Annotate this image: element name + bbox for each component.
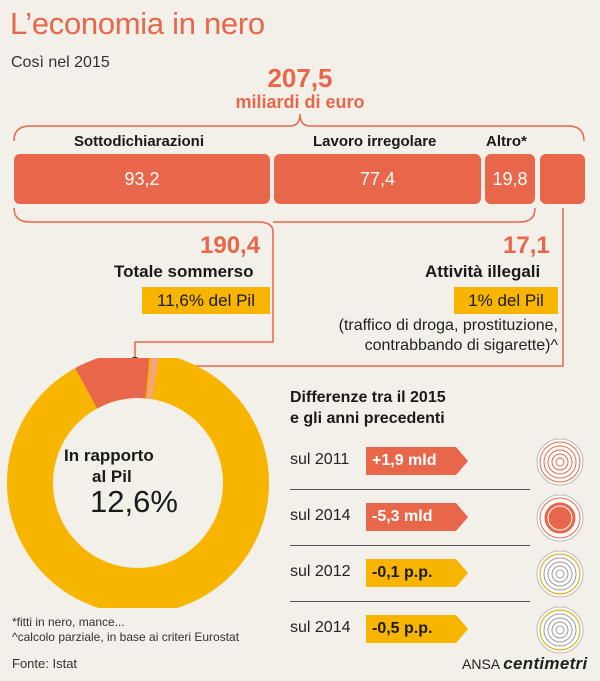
diff-row-value: -0,1 p.p. <box>372 564 433 581</box>
sommerso-brace-right <box>273 207 536 223</box>
illegali-value: 17,1 <box>503 232 550 259</box>
bar-altro: 19,8 <box>485 154 535 204</box>
row-divider <box>290 489 530 490</box>
brand-ansa: ANSA <box>462 656 500 672</box>
donut-chart <box>7 358 269 608</box>
illegali-label: Attività illegali <box>425 262 541 281</box>
diff-row-value: +1,9 mld <box>372 452 437 469</box>
diff-row-value: -0,5 p.p. <box>372 620 433 637</box>
row-divider <box>290 601 530 602</box>
bar-value-sotto: 93,2 <box>124 168 160 189</box>
target-rings-icon <box>536 606 584 654</box>
diff-row-tag-shape <box>366 447 468 475</box>
differences-title-line1: Differenze tra il 2015 <box>290 389 446 406</box>
sotto-label: Sottodichiarazioni <box>74 133 205 150</box>
donut-label-line2: al Pil <box>92 467 132 486</box>
lavoro-label: Lavoro irregolare <box>313 133 437 150</box>
donut-label-line1: In rapporto <box>64 446 154 465</box>
diff-row-value: -5,3 mld <box>372 508 433 525</box>
sommerso-value: 190,4 <box>200 232 261 259</box>
diff-row-label: sul 2011 <box>290 451 350 468</box>
total-unit: miliardi di euro <box>235 92 365 112</box>
target-rings-icon <box>536 438 584 486</box>
total-brace <box>13 113 585 142</box>
page-subtitle: Così nel 2015 <box>11 54 110 71</box>
diff-row-tag-shape <box>366 559 468 587</box>
differences-title-line2: e gli anni precedenti <box>290 410 445 427</box>
brand-centimetri: centimetri <box>503 654 588 673</box>
source-label: Fonte: Istat <box>12 656 78 671</box>
bar-value-lavoro: 77,4 <box>359 168 396 189</box>
diff-row-tag-shape <box>366 503 468 531</box>
diff-row-label: sul 2012 <box>290 563 351 580</box>
total-value: 207,5 <box>267 63 333 93</box>
donut-label: In rapporto al Pil <box>64 445 154 487</box>
diff-row-tag-shape <box>366 615 468 643</box>
bar-sottodichiarazioni: 93,2 <box>14 154 270 204</box>
footnote-2: ^calcolo parziale, in base ai criteri Eu… <box>12 630 240 644</box>
illegali-pil: 1% del Pil <box>454 287 558 314</box>
diff-row-label: sul 2014 <box>290 619 351 636</box>
bar-attivita-illegali <box>540 154 585 204</box>
diff-row-label: sul 2014 <box>290 507 351 524</box>
illegali-note-line1: (traffico di droga, prostituzione, <box>338 317 558 334</box>
donut-slice-illegali <box>147 358 159 400</box>
sommerso-label: Totale sommerso <box>114 262 254 281</box>
sommerso-brace <box>13 207 274 360</box>
differences-title: Differenze tra il 2015 e gli anni preced… <box>290 387 490 429</box>
bar-value-altro: 19,8 <box>492 168 528 189</box>
illegali-note-line2: contrabbando di sigarette)^ <box>364 337 558 354</box>
target-rings-icon <box>536 494 584 542</box>
donut-value: 12,6% <box>90 484 178 519</box>
page-title: L’economia in nero <box>10 6 265 41</box>
donut-slice-sommerso <box>75 358 150 409</box>
sommerso-pil: 11,6% del Pil <box>142 287 270 314</box>
row-divider <box>290 545 530 546</box>
bar-lavoro-irregolare: 77,4 <box>274 154 481 204</box>
illegali-connector <box>180 208 564 367</box>
brand-logo: ANSA centimetri <box>462 654 588 674</box>
altro-label: Altro* <box>486 133 527 150</box>
footnote-1: *fitti in nero, mance... <box>12 615 125 629</box>
target-rings-icon <box>536 550 584 598</box>
